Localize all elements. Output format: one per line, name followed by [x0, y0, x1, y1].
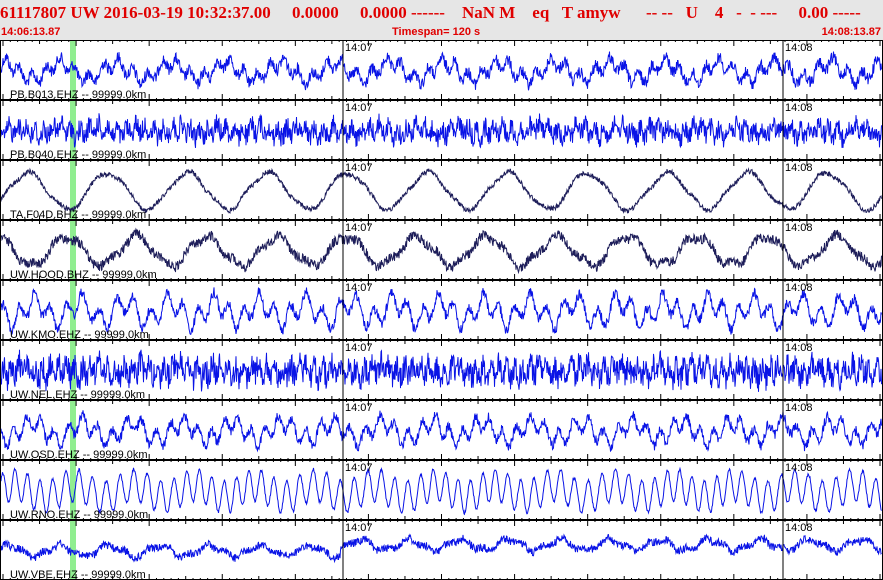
station-label: UW.RNO.EHZ -- 99999.0km [10, 509, 148, 521]
end-time: 14:08:13.87 [821, 26, 881, 38]
waveform-trace [0, 51, 882, 91]
event-header: 61117807 UW 2016-03-19 10:32:37.00 0.000… [0, 0, 883, 40]
channel-panel[interactable]: 14:07 14:08 UW.NEL.EHZ -- 99999.0km [0, 340, 883, 401]
station-label: UW.VBE.EHZ -- 99999.0km [10, 569, 146, 580]
minute-label: 14:08 [785, 162, 813, 174]
waveform-trace [0, 227, 882, 275]
station-label: PB.B013.EHZ -- 99999.0km [10, 89, 146, 101]
waveform-trace [0, 533, 882, 564]
waveform-trace [0, 349, 882, 392]
minute-label: 14:08 [785, 402, 813, 414]
minute-label: 14:07 [345, 162, 373, 174]
channel-panel[interactable]: 14:07 14:08 UW.OSD.EHZ -- 99999.0km [0, 400, 883, 461]
channel-panel[interactable]: 14:07 14:08 UW.RNO.EHZ -- 99999.0km [0, 460, 883, 521]
minute-label: 14:07 [345, 102, 373, 114]
minute-label: 14:07 [345, 42, 373, 54]
station-label: PB.B040.EHZ -- 99999.0km [10, 149, 146, 161]
minute-label: 14:07 [345, 222, 373, 234]
waveform-trace [0, 466, 882, 516]
channel-panel[interactable]: 14:07 14:08 UW.KMO.EHZ -- 99999.0km [0, 280, 883, 341]
channel-panel[interactable]: 14:07 14:08 PB.B013.EHZ -- 99999.0km [0, 40, 883, 101]
station-label: TA.F04D.BHZ -- 99999.0km [10, 209, 146, 221]
start-time: 14:06:13.87 [1, 26, 61, 38]
station-label: UW.NEL.EHZ -- 99999.0km [10, 389, 145, 401]
minute-label: 14:07 [345, 462, 373, 474]
channel-panel[interactable]: 14:07 14:08 UW.HOOD.BHZ -- 99999.0km [0, 220, 883, 281]
minute-label: 14:07 [345, 282, 373, 294]
station-label: UW.HOOD.BHZ -- 99999.0km [10, 269, 157, 281]
minute-label: 14:08 [785, 282, 813, 294]
event-info-line: 61117807 UW 2016-03-19 10:32:37.00 0.000… [0, 3, 861, 22]
minute-label: 14:07 [345, 402, 373, 414]
channel-panel[interactable]: 14:07 14:08 UW.VBE.EHZ -- 99999.0km [0, 520, 883, 580]
channel-panel[interactable]: 14:07 14:08 TA.F04D.BHZ -- 99999.0km [0, 160, 883, 221]
minute-label: 14:08 [785, 522, 813, 534]
minute-label: 14:08 [785, 222, 813, 234]
waveform-trace [0, 167, 882, 215]
waveform-trace [0, 113, 882, 149]
minute-label: 14:08 [785, 102, 813, 114]
timespan-label: Timespan= 120 s [392, 26, 481, 38]
minute-label: 14:08 [785, 42, 813, 54]
minute-label: 14:08 [785, 462, 813, 474]
minute-label: 14:07 [345, 522, 373, 534]
channel-panel[interactable]: 14:07 14:08 PB.B040.EHZ -- 99999.0km [0, 100, 883, 161]
minute-label: 14:07 [345, 342, 373, 354]
minute-label: 14:08 [785, 342, 813, 354]
station-label: UW.KMO.EHZ -- 99999.0km [10, 329, 149, 341]
station-label: UW.OSD.EHZ -- 99999.0km [10, 449, 148, 461]
waveform-trace [0, 287, 882, 336]
waveform-trace [0, 410, 882, 453]
